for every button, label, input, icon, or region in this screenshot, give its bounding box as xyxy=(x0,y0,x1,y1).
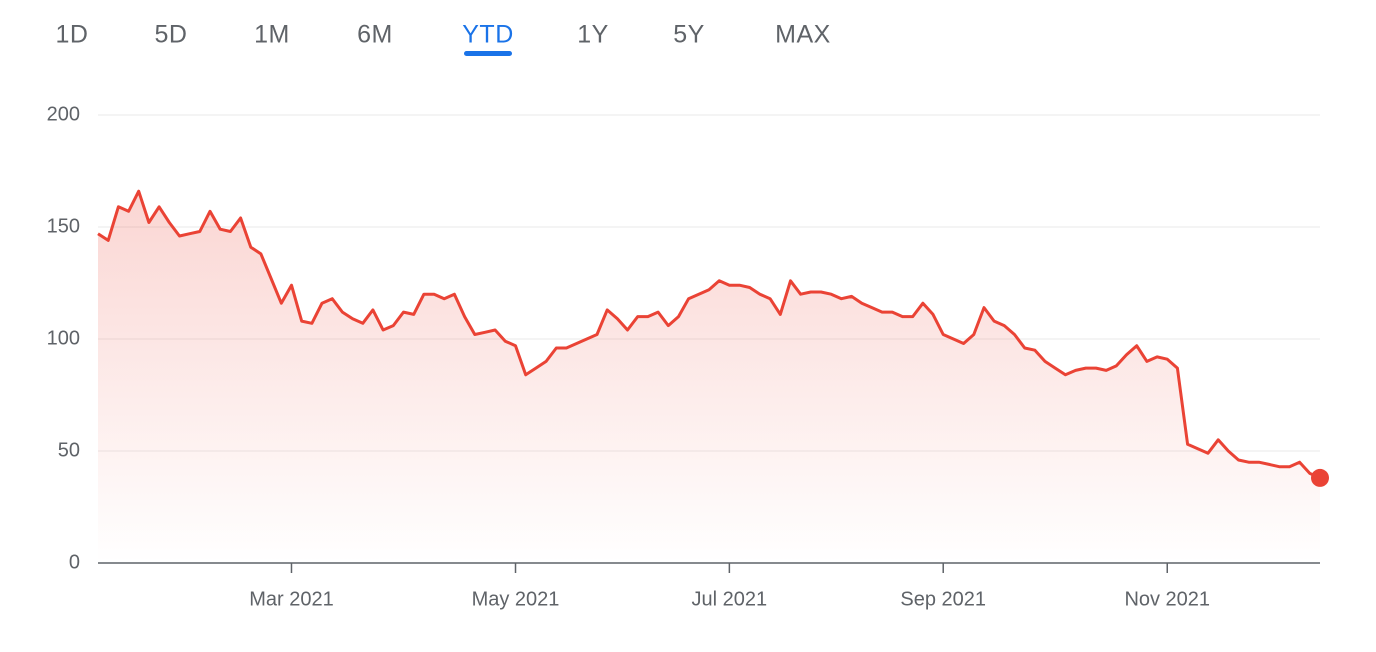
range-tab[interactable]: 1D xyxy=(56,21,89,49)
y-tick-label: 100 xyxy=(47,327,80,349)
y-tick-label: 0 xyxy=(69,551,80,573)
price-line xyxy=(97,189,1321,480)
x-tick-label: Mar 2021 xyxy=(249,588,334,610)
range-tab[interactable]: 5Y xyxy=(673,21,705,49)
range-tab[interactable]: 1M xyxy=(254,21,290,49)
y-tick-label: 150 xyxy=(47,215,80,237)
x-tick-label: Jul 2021 xyxy=(692,588,768,610)
range-tab[interactable]: 5D xyxy=(155,21,188,49)
range-tab[interactable]: 6M xyxy=(357,21,393,49)
range-tab[interactable]: YTD xyxy=(462,21,514,49)
price-area xyxy=(98,191,1320,563)
active-tab-underline xyxy=(464,51,512,56)
x-tick-label: Sep 2021 xyxy=(900,588,986,610)
last-price-dot xyxy=(1311,468,1329,487)
range-tab[interactable]: MAX xyxy=(775,21,831,49)
x-tick-label: Nov 2021 xyxy=(1124,588,1210,610)
y-tick-label: 50 xyxy=(58,439,80,461)
x-tick-label: May 2021 xyxy=(472,588,560,610)
y-tick-label: 200 xyxy=(47,103,80,125)
range-tab[interactable]: 1Y xyxy=(577,21,609,49)
